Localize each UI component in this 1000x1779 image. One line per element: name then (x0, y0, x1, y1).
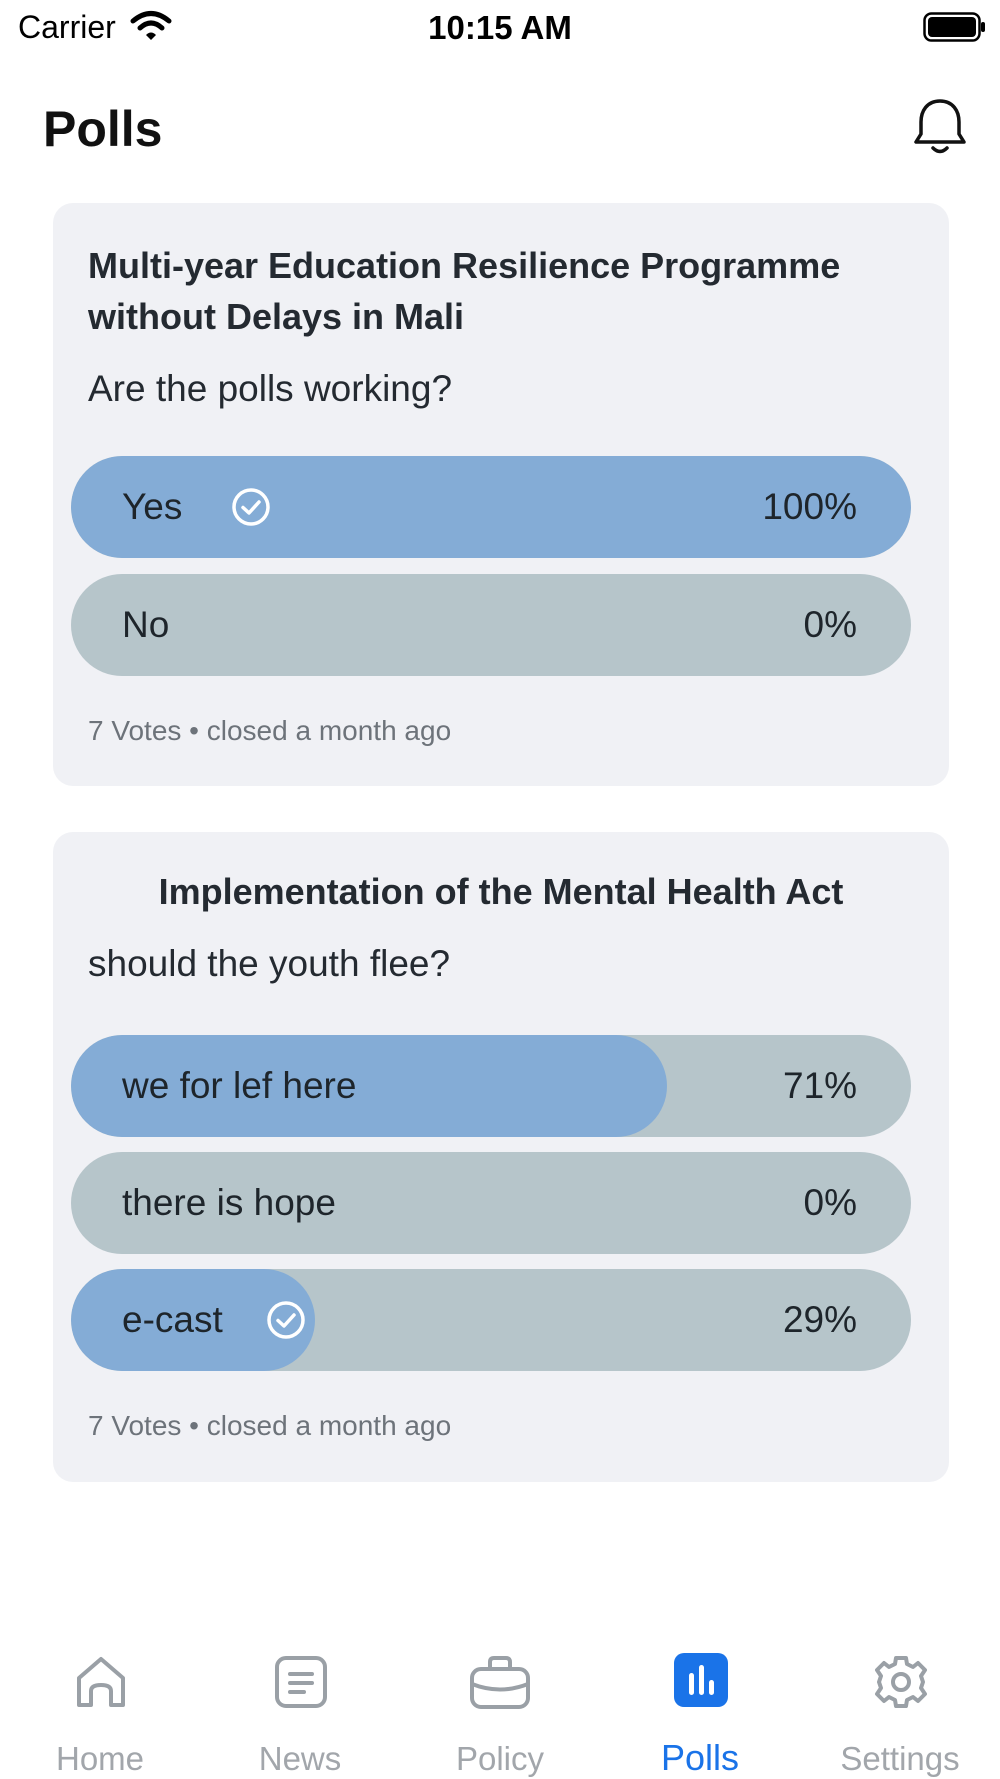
option-percent: 29% (782, 1299, 857, 1340)
header: Polls (0, 90, 1000, 170)
option-result-fill (71, 1035, 668, 1137)
tab-label: Settings (840, 1740, 960, 1777)
clock: 10:15 AM (428, 9, 572, 46)
poll-title: Multi-year Education Resilience Programm… (88, 245, 841, 337)
poll-card: Implementation of the Mental Health Act … (53, 832, 949, 1482)
tab-label: Policy (455, 1740, 545, 1777)
tab-label: Home (55, 1740, 145, 1777)
option-result-fill (71, 456, 911, 558)
tab-news[interactable]: News (200, 1640, 400, 1778)
bell-icon[interactable] (909, 95, 971, 159)
tab-label: Polls (660, 1737, 740, 1778)
poll-chart-icon (674, 1653, 728, 1707)
tab-policy[interactable]: Policy (400, 1640, 600, 1778)
poll-option[interactable]: we for lef here 71% (71, 1035, 911, 1137)
poll-option-yes[interactable]: Yes 100% (71, 456, 911, 558)
option-percent: 0% (803, 1182, 857, 1223)
tab-home[interactable]: Home (0, 1640, 200, 1778)
option-percent: 100% (762, 486, 857, 527)
option-label: No (122, 604, 170, 645)
poll-option-no[interactable]: No 0% (71, 574, 911, 676)
page-title: Polls (43, 101, 163, 157)
poll-title: Implementation of the Mental Health Act (158, 871, 844, 912)
option-label: we for lef here (122, 1065, 357, 1106)
battery-icon (923, 12, 985, 42)
poll-meta: 7 Votes • closed a month ago (88, 715, 452, 746)
check-circle-icon (232, 488, 270, 526)
briefcase-icon (470, 1656, 530, 1709)
poll-meta: 7 Votes • closed a month ago (88, 1410, 452, 1441)
tab-settings[interactable]: Settings (800, 1640, 1000, 1778)
poll-card: Multi-year Education Resilience Programm… (53, 203, 949, 786)
poll-question: should the youth flee? (88, 943, 451, 984)
option-result-fill (71, 1269, 315, 1371)
news-icon (275, 1656, 327, 1708)
option-label: Yes (122, 486, 183, 527)
poll-option[interactable]: e-cast 29% (71, 1269, 911, 1371)
poll-question: Are the polls working? (88, 368, 453, 409)
tab-bar: Home News Policy Polls (0, 1640, 1000, 1778)
carrier-label: Carrier (18, 9, 116, 45)
option-percent: 71% (782, 1065, 857, 1106)
tab-polls[interactable]: Polls (600, 1640, 800, 1778)
option-label: there is hope (122, 1182, 336, 1223)
gear-icon (875, 1656, 927, 1708)
wifi-icon (130, 11, 172, 40)
check-circle-icon (267, 1301, 305, 1339)
poll-option[interactable]: there is hope 0% (71, 1152, 911, 1254)
tab-label: News (258, 1740, 342, 1777)
status-bar: Carrier 10:15 AM (0, 0, 1000, 56)
home-icon (77, 1657, 125, 1707)
option-label: e-cast (122, 1299, 223, 1340)
option-percent: 0% (803, 604, 857, 645)
